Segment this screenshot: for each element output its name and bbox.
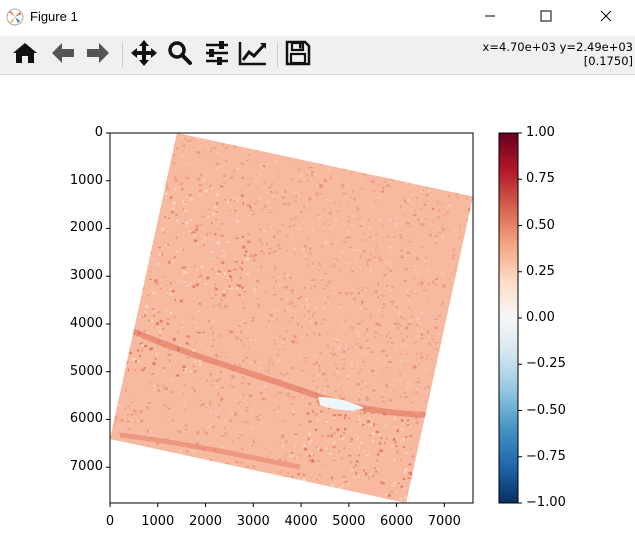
- forward-arrow-icon: [85, 41, 111, 69]
- back-arrow-icon: [50, 41, 76, 69]
- minimize-button[interactable]: [467, 0, 513, 33]
- x-tick-label: 0: [105, 514, 115, 529]
- x-tick-label: 7000: [427, 514, 461, 529]
- pan-button[interactable]: [129, 40, 159, 70]
- back-button[interactable]: [48, 40, 78, 70]
- edit-axis-icon: [238, 40, 268, 70]
- subplots-icon: [204, 40, 230, 70]
- chart-svg[interactable]: [0, 75, 635, 543]
- colorbar-ticks: [518, 132, 522, 504]
- colorbar-tick-label: 0.00: [526, 310, 555, 325]
- figure-canvas[interactable]: 0 1000 2000 3000 4000 5000 6000 7000 0 1000 2000 30…: [0, 75, 635, 543]
- pixel-value-readout: [0.1750]: [583, 54, 633, 68]
- customize-button[interactable]: [238, 40, 268, 70]
- y-tick-label: 1000: [69, 172, 103, 188]
- cursor-readout: x=4.70e+03 y=2.49e+03 [0.1750]: [483, 40, 633, 68]
- image-texture: [110, 133, 473, 503]
- y-tick-label: 2000: [69, 220, 103, 236]
- zoom-button[interactable]: [165, 40, 195, 70]
- x-tick-label: 5000: [332, 514, 366, 529]
- toolbar-separator: [277, 42, 278, 68]
- axis-ticks: [106, 132, 445, 507]
- home-button[interactable]: [10, 40, 40, 70]
- close-icon: [600, 7, 612, 26]
- x-tick-label: 2000: [188, 514, 223, 529]
- matplotlib-app-icon: [6, 8, 24, 26]
- toolbar-separator: [122, 42, 123, 68]
- colorbar-tick-label: −0.75: [526, 448, 566, 464]
- subplots-button[interactable]: [202, 40, 232, 70]
- maximize-icon: [540, 7, 552, 26]
- zoom-icon: [167, 40, 193, 70]
- river-band: [128, 327, 441, 418]
- colorbar: [499, 133, 518, 503]
- colorbar-tick-label: 0.50: [526, 217, 555, 233]
- maximize-button[interactable]: [523, 0, 569, 33]
- colorbar-tick-label: −0.50: [526, 402, 566, 418]
- y-tick-label: 4000: [69, 315, 103, 331]
- coordinate-readout: x=4.70e+03 y=2.49e+03: [482, 40, 633, 54]
- save-icon: [285, 40, 311, 70]
- x-tick-label: 4000: [284, 514, 318, 529]
- navigation-toolbar: x=4.70e+03 y=2.49e+03 [0.1750]: [0, 36, 635, 75]
- minimize-icon: [484, 7, 496, 26]
- nodata-patch: [318, 397, 364, 411]
- y-tick-label: 3000: [69, 268, 103, 284]
- x-tick-label: 1000: [141, 514, 175, 529]
- axes-frame: [109, 132, 474, 504]
- title-bar: Figure 1: [0, 0, 635, 35]
- save-button[interactable]: [283, 40, 313, 70]
- raster-image: [110, 133, 473, 503]
- y-tick-label: 5000: [69, 363, 103, 379]
- pan-icon: [130, 39, 158, 71]
- colorbar-tick-label: 0.75: [526, 171, 555, 187]
- close-button[interactable]: [583, 0, 629, 33]
- colorbar-tick-label: −1.00: [526, 495, 566, 510]
- x-tick-label: 6000: [380, 514, 414, 529]
- home-icon: [12, 41, 38, 69]
- x-tick-label: 3000: [236, 514, 270, 529]
- y-tick-label: 6000: [69, 411, 103, 427]
- y-tick-label: 0: [94, 125, 103, 140]
- colorbar-tick-label: 1.00: [526, 125, 555, 140]
- y-tick-label: 7000: [69, 459, 103, 475]
- colorbar-tick-label: 0.25: [526, 263, 555, 279]
- forward-button[interactable]: [83, 40, 113, 70]
- colorbar-tick-label: −0.25: [526, 356, 566, 372]
- window-title: Figure 1: [30, 9, 78, 24]
